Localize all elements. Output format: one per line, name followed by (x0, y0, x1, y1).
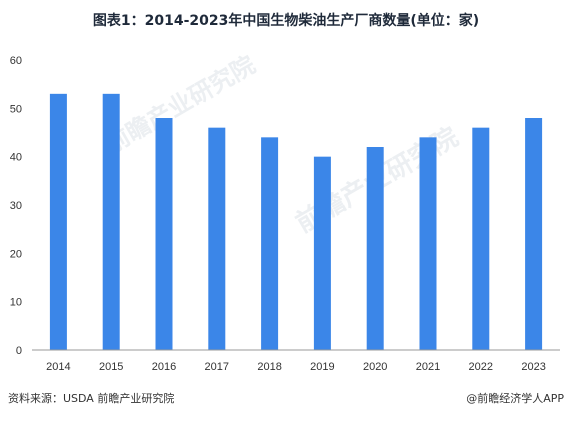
bars (49, 93, 543, 351)
brand-label: @前瞻经济学人APP (466, 392, 564, 405)
x-tick-label: 2018 (257, 361, 281, 373)
footer: 资料来源：USDA 前瞻产业研究院 @前瞻经济学人APP (0, 388, 572, 410)
bar-2018 (261, 137, 279, 350)
x-tick-label: 2017 (205, 361, 229, 373)
chart-title: 图表1：2014-2023年中国生物柴油生产厂商数量(单位：家) (92, 13, 480, 29)
x-tick-label: 2021 (416, 361, 440, 373)
y-tick-label: 60 (10, 55, 22, 67)
y-tick-label: 50 (10, 103, 22, 115)
bar-2020 (366, 147, 384, 350)
y-tick-label: 30 (10, 200, 22, 212)
bar-2015 (102, 93, 120, 350)
y-tick-label: 10 (10, 297, 22, 309)
x-tick-label: 2022 (469, 361, 493, 373)
y-tick-label: 0 (16, 345, 22, 357)
bar-2017 (208, 127, 226, 351)
x-tick-label: 2020 (363, 361, 387, 373)
x-tick-label: 2015 (99, 361, 123, 373)
y-axis-ticks: 0 10 20 30 40 50 60 (10, 55, 22, 357)
x-tick-label: 2023 (521, 361, 545, 373)
bar-2016 (155, 118, 173, 350)
bar-2014 (49, 93, 67, 350)
source-note: 资料来源：USDA 前瞻产业研究院 (8, 392, 175, 405)
x-tick-label: 2016 (152, 361, 176, 373)
y-tick-label: 20 (10, 248, 22, 260)
bar-2021 (419, 137, 437, 350)
x-tick-label: 2014 (46, 361, 70, 373)
y-tick-label: 40 (10, 152, 22, 164)
bar-2023 (525, 118, 543, 350)
x-tick-label: 2019 (310, 361, 334, 373)
x-axis-ticks: 2014 2015 2016 2017 2018 2019 2020 2021 2022 2023 (46, 361, 546, 373)
bar-2019 (313, 156, 331, 350)
bar-2022 (472, 127, 490, 351)
